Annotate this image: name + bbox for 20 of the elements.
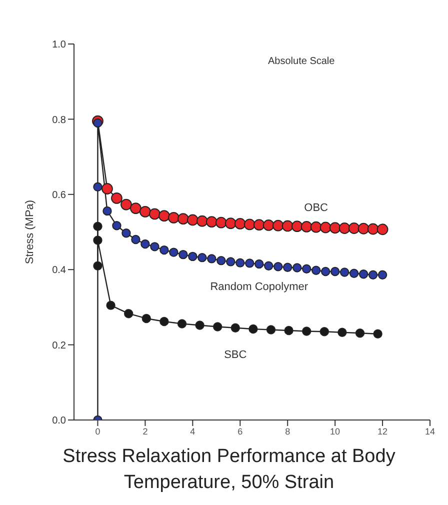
x-tick-label: 8 [285,426,290,436]
x-tick-label: 14 [424,426,436,436]
y-tick-label: 0.4 [52,265,66,276]
x-tick-label: 4 [190,426,196,436]
y-tick-label: 1.0 [52,40,66,51]
series-label: Random Copolymer [210,280,308,293]
x-tick-label: 6 [238,426,243,436]
series-label: SBC [224,348,247,361]
y-tick-label: 0.8 [52,114,66,126]
series-label: OBC [304,202,328,214]
annotation: Absolute Scale [268,56,335,67]
y-tick-label: 0.6 [52,190,66,201]
x-tick-label: 10 [330,426,340,436]
y-axis-title: Stress (MPa) [24,200,36,264]
text: Stress Relaxation Performance at Body Temperature, 50% Strain [62,445,396,495]
x-tick-label: 0 [95,426,100,436]
y-tick-label: 0.2 [52,340,66,352]
y-tick-label: 0.0 [52,416,66,427]
x-tick-label: 2 [142,426,148,436]
x-tick-label: 12 [378,426,388,436]
